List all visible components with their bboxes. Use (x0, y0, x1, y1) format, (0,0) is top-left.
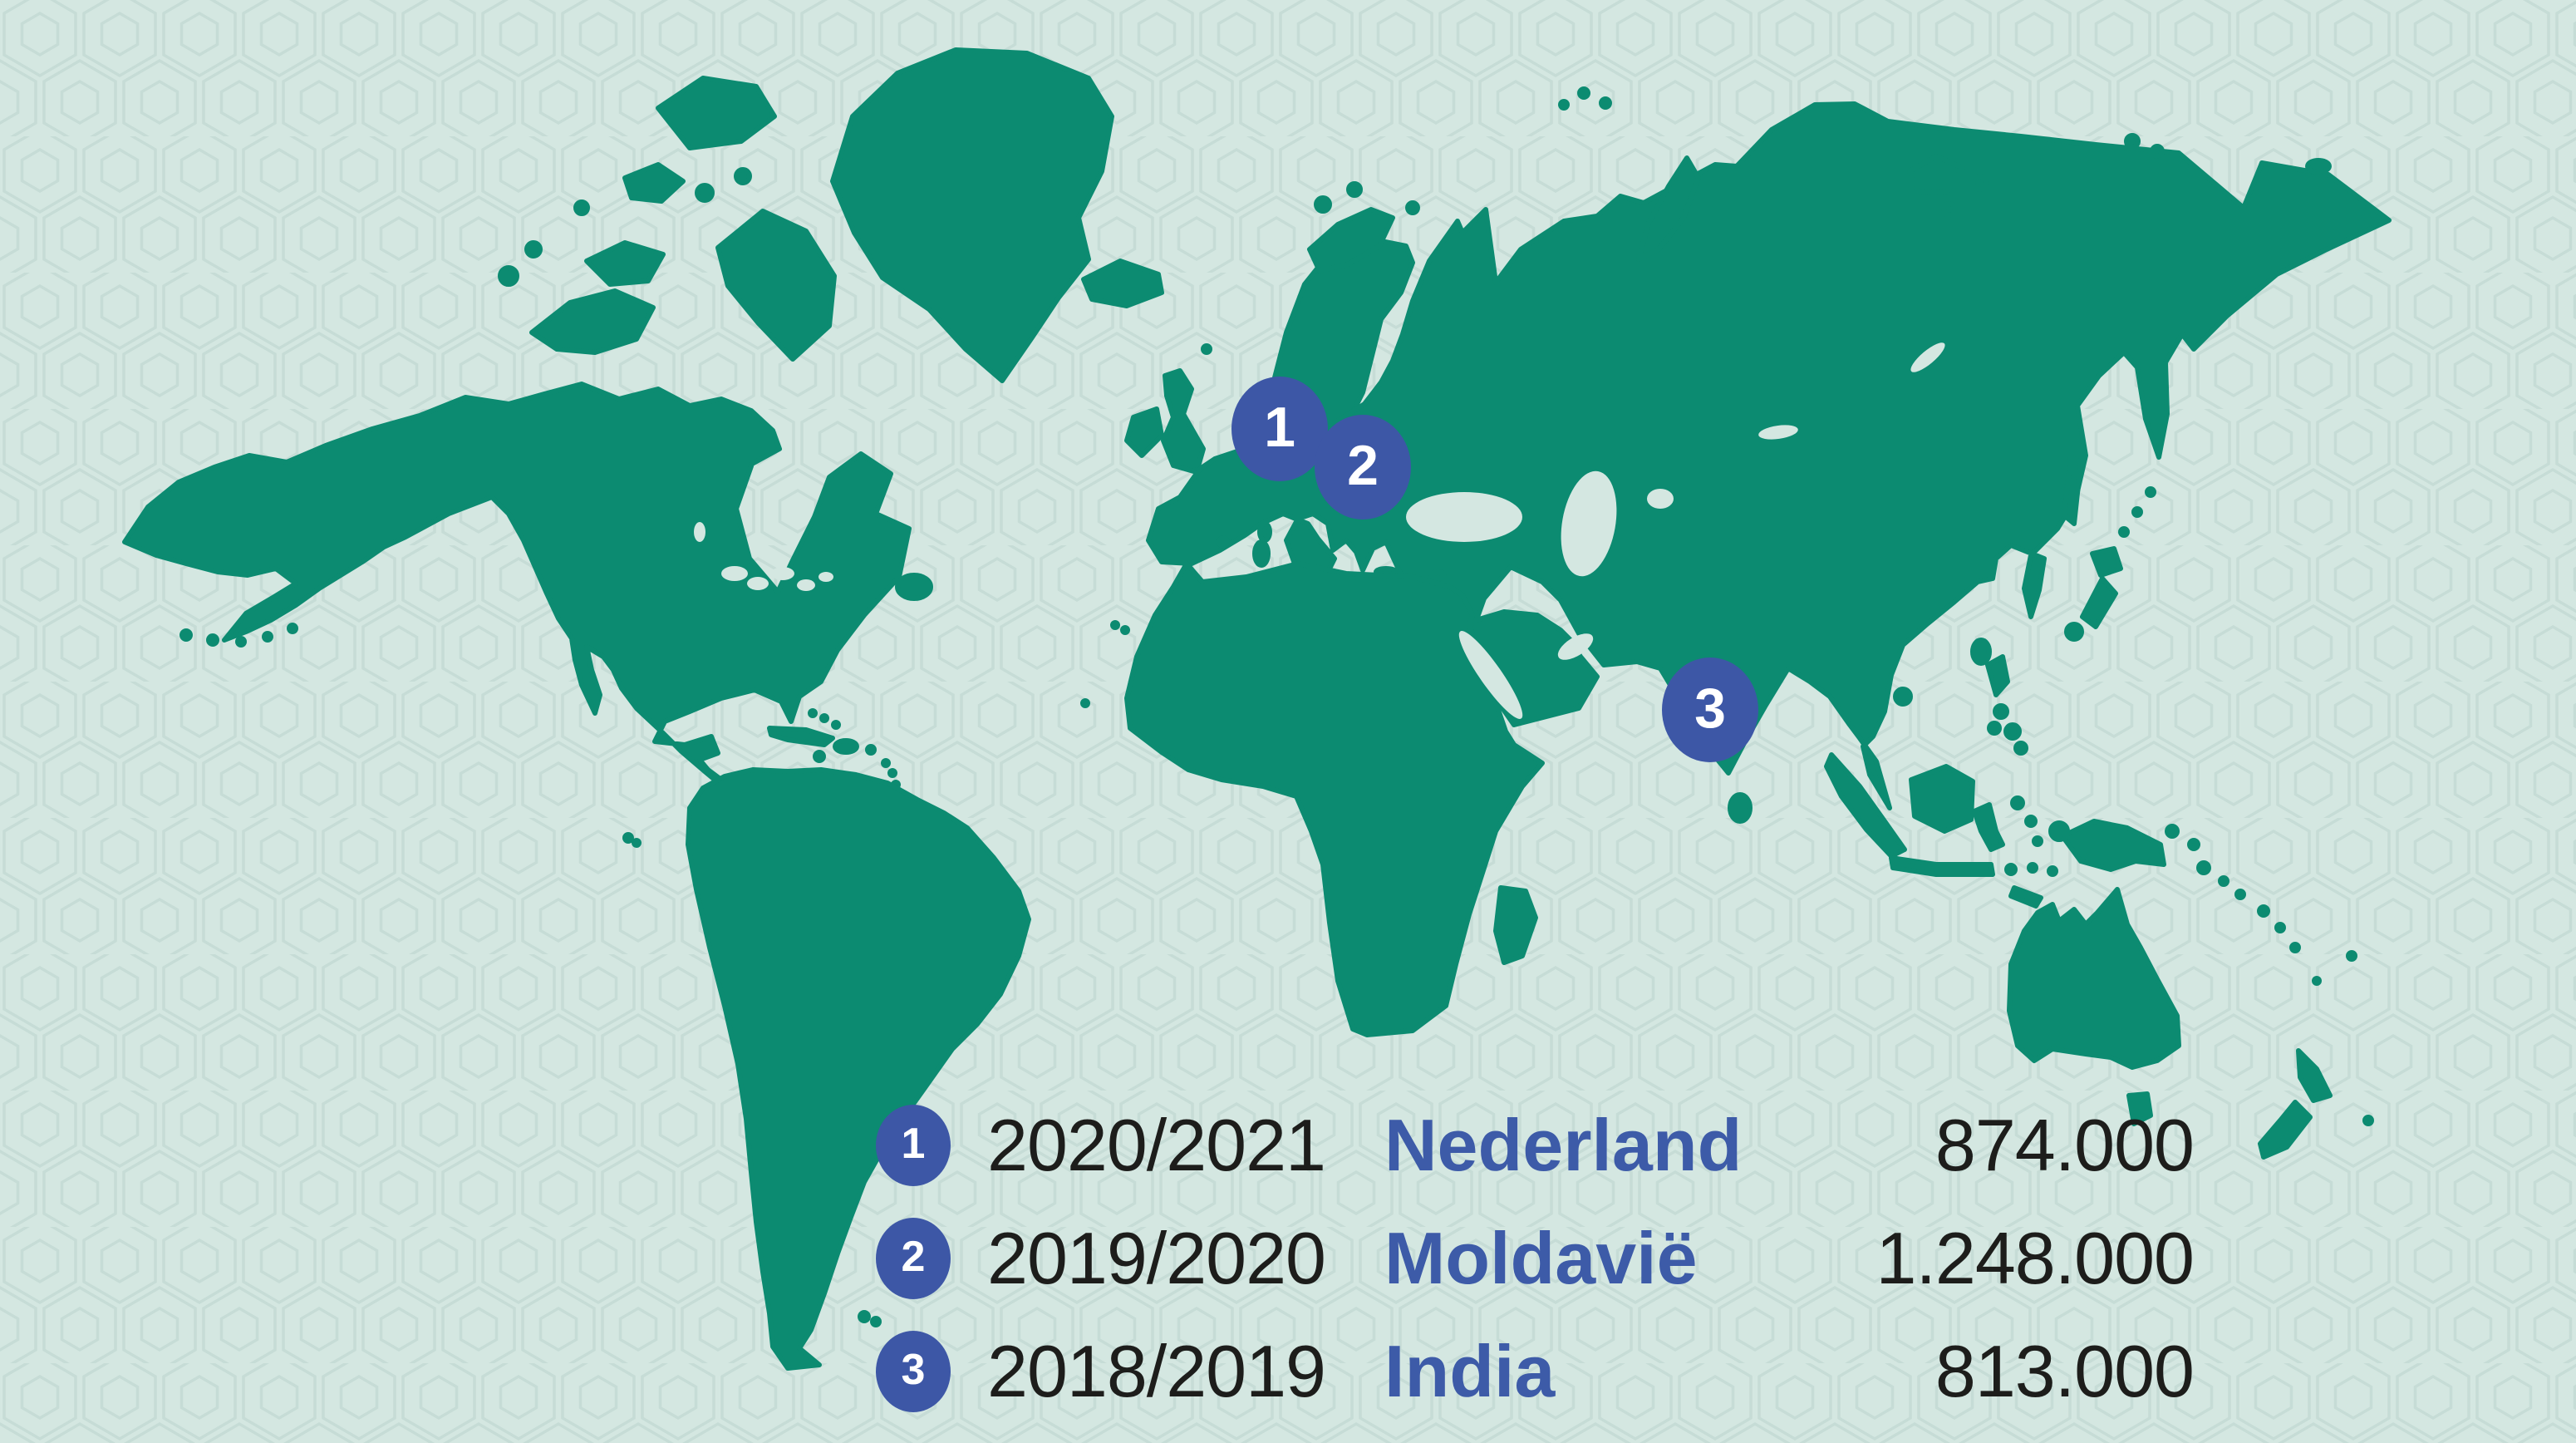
legend-row-3: 3 2018/2019 India 813.000 (876, 1330, 2195, 1413)
arctic-islands (1307, 86, 2332, 273)
legend-row-1: 1 2020/2021 Nederland 874.000 (876, 1104, 2195, 1187)
legend-country-3: India (1384, 1330, 1556, 1412)
map-marker-3-number: 3 (1694, 677, 1726, 740)
legend-country-2: Moldavië (1384, 1217, 1698, 1299)
continent-south-america (686, 767, 1031, 1371)
philippines (1985, 654, 2028, 756)
legend-country-1: Nederland (1384, 1104, 1743, 1186)
island-newfoundland (895, 573, 933, 601)
map-marker-1: 1 (1231, 377, 1328, 481)
atlantic-africa-islands (1080, 620, 1130, 708)
island-ireland (1124, 406, 1164, 458)
legend-value-3: 813.000 (1934, 1330, 2195, 1412)
new-guinea (2048, 819, 2246, 900)
east-asia-islands (1893, 455, 2156, 707)
legend-badge-1-number: 1 (901, 1120, 926, 1168)
island-tasmania (2126, 1091, 2153, 1126)
map-marker-2: 2 (1315, 415, 1411, 520)
legend-value-2: 1.248.000 (1875, 1217, 2195, 1299)
continent-north-america (122, 382, 912, 800)
south-atlantic-islands (622, 832, 882, 1327)
island-shetland (1201, 343, 1212, 355)
continent-africa (1124, 561, 1545, 1037)
island-iceland (1081, 259, 1164, 308)
legend-season-1: 2020/2021 (987, 1104, 1326, 1186)
new-zealand (2258, 1048, 2374, 1160)
aleutian-islands (179, 623, 298, 648)
legend-badge-3-number: 3 (901, 1346, 926, 1394)
legend-badge-3: 3 (876, 1331, 951, 1412)
legend-badge-1: 1 (876, 1105, 951, 1186)
canadian-arctic-islands (498, 76, 837, 362)
pacific-islands (2257, 904, 2357, 986)
continent-eurasia (1146, 101, 2392, 810)
legend-value-1: 874.000 (1934, 1104, 2195, 1186)
island-madagascar (1493, 885, 1538, 965)
legend-season-3: 2018/2019 (987, 1330, 1326, 1412)
map-marker-3: 3 (1662, 657, 1758, 762)
continent-australia (2007, 887, 2181, 1070)
indonesia-archipelago (1824, 752, 2058, 909)
legend-badge-2-number: 2 (901, 1233, 926, 1281)
legend-row-2: 2 2019/2020 Moldavië 1.248.000 (876, 1217, 2195, 1300)
legend-badge-2: 2 (876, 1218, 951, 1299)
island-sri-lanka (1728, 792, 1753, 824)
legend: 1 2020/2021 Nederland 874.000 2 2019/202… (876, 1104, 2195, 1413)
inland-waters (694, 342, 1945, 719)
map-marker-2-number: 2 (1347, 434, 1379, 497)
map-marker-1-number: 1 (1264, 396, 1295, 459)
legend-season-2: 2019/2020 (987, 1217, 1326, 1299)
continents (122, 47, 2392, 1371)
island-greenland (830, 47, 1114, 383)
